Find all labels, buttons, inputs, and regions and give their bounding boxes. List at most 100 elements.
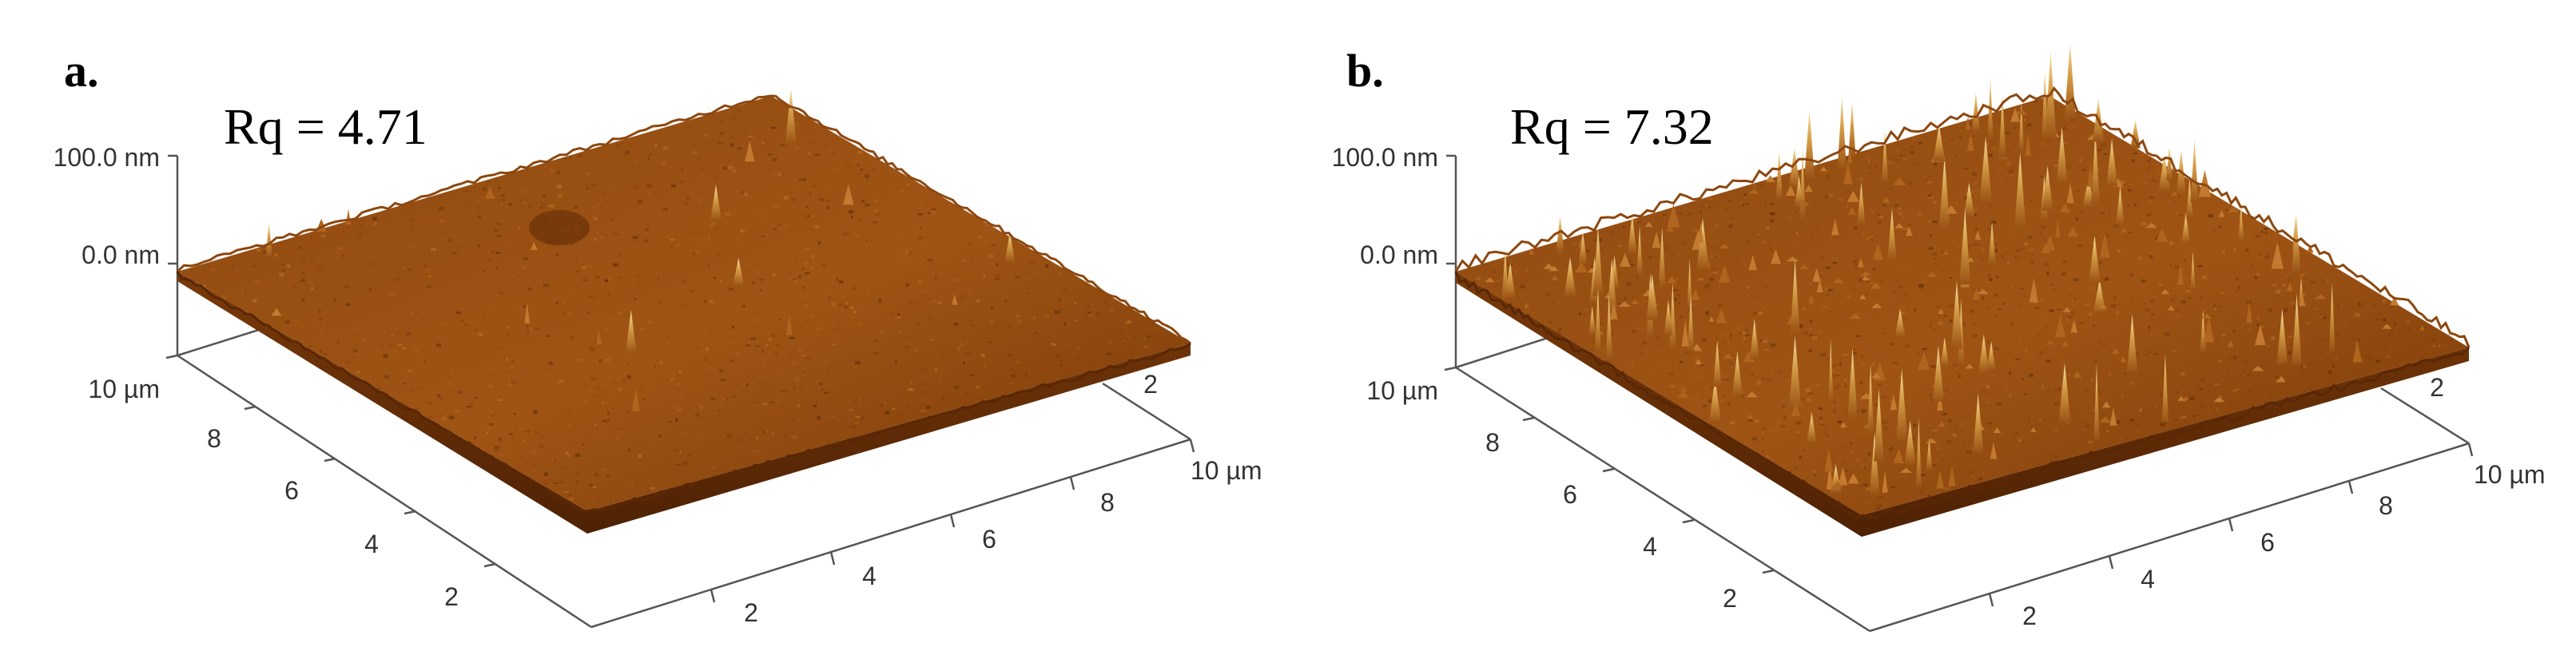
texture-grain (831, 343, 837, 346)
texture-grain (1721, 395, 1727, 397)
texture-grain (1987, 274, 1990, 277)
texture-grain (731, 395, 737, 398)
surface-peak (786, 316, 793, 335)
texture-grain (927, 316, 932, 320)
surface-peak (1831, 218, 1839, 236)
texture-grain (1764, 348, 1769, 351)
texture-grain (1971, 471, 1974, 474)
texture-grain (2200, 407, 2203, 408)
texture-grain (785, 118, 789, 122)
surface-peak (1564, 256, 1576, 297)
texture-grain (1515, 269, 1517, 273)
texture-grain (1703, 300, 1706, 303)
texture-grain (1004, 300, 1008, 303)
texture-grain (2305, 322, 2311, 324)
texture-grain (1638, 328, 1644, 332)
texture-grain (884, 339, 889, 343)
texture-grain (590, 320, 594, 323)
texture-grain (2154, 362, 2160, 366)
texture-grain (1982, 296, 1984, 300)
texture-grain (791, 419, 796, 423)
texture-grain (1058, 299, 1063, 302)
texture-grain (2257, 317, 2260, 320)
texture-grain (2045, 238, 2047, 241)
texture-grain (588, 363, 591, 367)
texture-grain (1868, 158, 1870, 162)
texture-grain (762, 363, 765, 367)
texture-grain (232, 265, 235, 268)
texture-grain (1898, 285, 1903, 289)
surface-peak (265, 221, 272, 256)
surface-peak (1628, 214, 1637, 253)
texture-grain (1714, 223, 1719, 228)
texture-grain (343, 289, 348, 292)
texture-grain (804, 301, 806, 304)
surface-peak (785, 88, 797, 145)
surface-pit (529, 210, 590, 245)
texture-grain (1934, 263, 1939, 264)
texture-grain (1725, 426, 1727, 428)
texture-grain (1145, 335, 1150, 339)
texture-grain (2411, 316, 2414, 320)
texture-grain (695, 407, 699, 410)
surface-peak (1652, 231, 1661, 248)
texture-grain (2245, 360, 2248, 363)
texture-grain (548, 367, 551, 370)
texture-grain (1725, 244, 1731, 246)
texture-grain (577, 359, 583, 361)
texture-grain (1774, 264, 1779, 265)
texture-grain (1728, 224, 1733, 228)
texture-grain (710, 151, 714, 153)
texture-grain (907, 184, 910, 186)
texture-grain (775, 374, 781, 375)
texture-grain (995, 325, 998, 330)
texture-grain (604, 279, 609, 283)
texture-grain (1974, 189, 1980, 193)
texture-grain (698, 198, 703, 202)
texture-grain (2365, 355, 2371, 359)
texture-grain (323, 261, 325, 264)
texture-grain (2092, 234, 2098, 238)
texture-grain (904, 345, 910, 348)
texture-grain (409, 390, 413, 392)
texture-grain (650, 486, 656, 490)
surface-peak (1904, 420, 1916, 465)
texture-grain (524, 338, 528, 341)
texture-grain (752, 449, 757, 453)
texture-grain (1837, 384, 1840, 388)
texture-grain (1912, 438, 1914, 441)
texture-grain (446, 361, 450, 365)
texture-grain (844, 392, 847, 395)
surface-peak (1900, 467, 1912, 473)
texture-grain (1893, 498, 1895, 501)
texture-grain (988, 255, 990, 258)
texture-grain (2224, 209, 2228, 212)
texture-grain (817, 415, 821, 420)
texture-grain (539, 444, 544, 448)
texture-grain (529, 327, 533, 332)
texture-grain (1143, 336, 1148, 339)
texture-grain (585, 401, 587, 403)
texture-grain (767, 153, 773, 156)
texture-grain (301, 299, 304, 302)
texture-grain (547, 386, 551, 388)
texture-grain (588, 296, 594, 298)
texture-grain (582, 279, 589, 282)
texture-grain (718, 121, 723, 124)
texture-grain (539, 448, 543, 451)
texture-grain (656, 439, 659, 443)
surface-peak (1788, 148, 1800, 188)
texture-grain (1857, 431, 1862, 435)
texture-grain (2204, 374, 2207, 377)
texture-grain (752, 322, 757, 324)
texture-grain (665, 335, 671, 339)
texture-grain (415, 312, 417, 316)
surface-peak (2169, 240, 2175, 245)
texture-grain (475, 328, 477, 332)
texture-grain (423, 237, 427, 240)
texture-grain (1037, 349, 1040, 351)
texture-grain (1782, 283, 1787, 285)
texture-grain (623, 463, 626, 467)
texture-grain (496, 234, 502, 237)
surface-peak (1786, 256, 1799, 262)
